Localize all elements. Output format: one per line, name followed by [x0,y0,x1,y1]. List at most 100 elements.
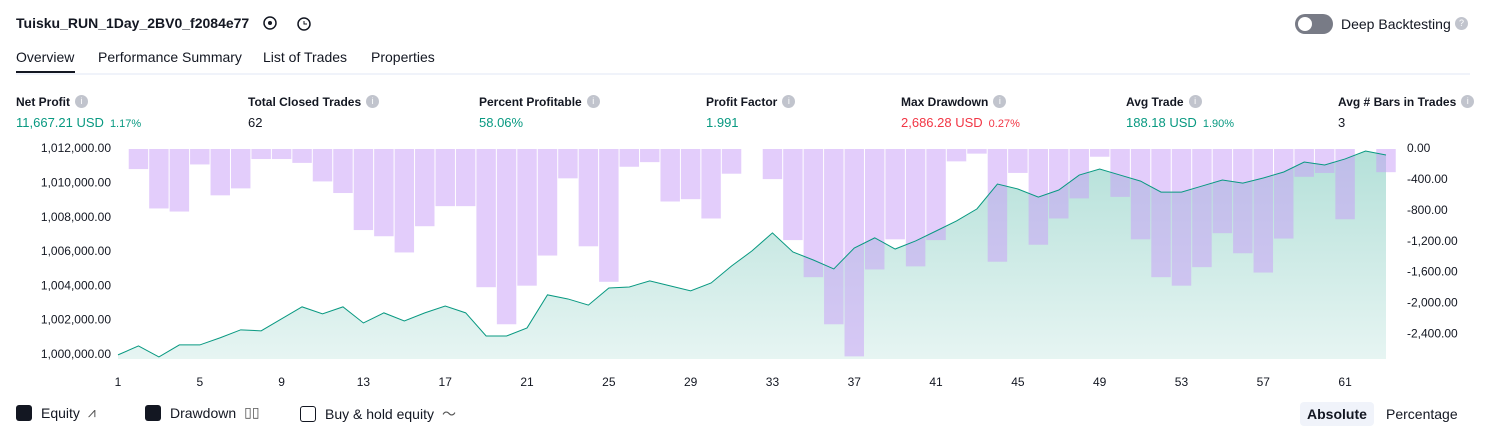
x-tick-label: 13 [357,375,371,389]
info-icon[interactable]: i [75,95,88,109]
metric: Profit Factor i 1.991 [706,93,796,132]
metric: Max Drawdown i 2,686.28 USD 0.27% [901,93,1020,132]
metric-label: Max Drawdown [901,95,989,109]
metric-label: Net Profit [16,95,70,109]
x-tick-label: 1 [115,375,122,389]
drawdown-bar [1253,149,1274,273]
drawdown-bar [660,149,680,202]
drawdown-bar [455,149,476,207]
tab[interactable]: Properties [371,49,435,65]
drawdown-bar [1110,149,1130,197]
drawdown-bar [1089,149,1110,157]
drawdown-bar [987,149,1008,262]
drawdown-bar [1069,149,1089,199]
drawdown-bar [415,149,435,227]
drawdown-bar [824,149,844,325]
y-tick-label: 1,010,000.00 [41,175,111,189]
drawdown-checkbox[interactable]: Drawdown ▯▯ [145,404,260,421]
legend-label: Drawdown [170,404,237,421]
info-icon[interactable]: i [586,95,600,109]
drawdown-bar [680,149,701,200]
drawdown-bar [905,149,926,267]
metric-value: 2,686.28 USD [901,115,983,130]
x-tick-label: 21 [520,375,534,389]
drawdown-bar [128,149,149,170]
metric: Net Profit i 11,667.21 USD 1.17% [16,93,141,132]
deep-backtesting-toggle[interactable] [1295,14,1333,34]
deep-backtesting-label: Deep Backtesting [1341,16,1451,32]
drawdown-bar [149,149,169,209]
info-icon[interactable]: i [1461,95,1475,109]
drawdown-bar [1049,149,1069,219]
x-tick-label: 37 [848,375,862,389]
tab[interactable]: Overview [16,49,75,65]
drawdown-bar [190,149,210,165]
x-tick-label: 41 [929,375,943,389]
equity-line [117,150,1387,358]
buy-hold-checkbox[interactable]: Buy & hold equity 〜 [300,404,456,424]
drawdown-bar [394,149,415,253]
drawdown-bar [435,149,455,207]
info-icon[interactable]: i [1188,95,1202,109]
x-tick-label: 61 [1338,375,1352,389]
x-tick-label: 57 [1257,375,1271,389]
metric: Avg Trade i 188.18 USD 1.90% [1126,93,1234,132]
metric-label: Avg Trade [1126,95,1184,109]
drawdown-bar [783,149,803,241]
info-icon[interactable]: i [782,95,796,109]
drawdown-bar [1314,149,1335,173]
x-tick-label: 5 [196,375,203,389]
info-icon[interactable]: i [993,95,1007,109]
drawdown-bar [701,149,721,219]
drawdown-bar [1171,149,1192,286]
drawdown-bar [864,149,885,270]
drawdown-bar [1151,149,1171,278]
legend-label: Equity [41,404,80,421]
y2-tick-label: 0.00 [1407,141,1431,155]
percentage-button[interactable]: Percentage [1386,406,1458,422]
equity-area [118,151,1386,359]
drawdown-bar [517,149,537,286]
metric-value: 62 [248,115,263,130]
help-icon[interactable]: ? [1455,17,1468,30]
metric-label: Avg # Bars in Trades [1338,95,1457,109]
metric-value: 58.06% [479,115,524,130]
metric-value: 11,667.21 USD [16,115,104,130]
y2-tick-label: -800.00 [1407,203,1448,217]
drawdown-bar [169,149,190,212]
metric-value: 1.991 [706,115,739,130]
drawdown-bar [271,149,292,160]
drawdown-bar [353,149,374,231]
drawdown-bar [803,149,824,278]
drawdown-bar [1274,149,1294,239]
drawdown-bar [1294,149,1314,177]
drawdown-bar [292,149,312,163]
drawdown-bar [230,149,251,189]
drawdown-bar [1008,149,1028,173]
metric-label: Percent Profitable [479,95,582,109]
x-tick-label: 17 [439,375,453,389]
header-icons [263,16,311,31]
tab-underline [16,71,75,74]
info-icon[interactable]: i [366,95,380,109]
y2-tick-label: -1,600.00 [1407,265,1458,279]
x-tick-label: 45 [1011,375,1025,389]
tab[interactable]: Performance Summary [98,49,242,65]
metric-sub: 1.17% [109,118,142,130]
drawdown-bar [374,149,394,237]
drawdown-bar [1335,149,1355,220]
drawdown-bar [537,149,558,256]
metric-value: 188.18 USD [1126,115,1197,130]
metric-sub: 1.90% [1202,118,1235,130]
metric-sub: 0.27% [988,118,1020,130]
tab[interactable]: List of Trades [263,49,348,65]
equity-checkbox[interactable]: Equity ⩘ [16,404,96,421]
absolute-button[interactable]: Absolute [1300,402,1374,426]
drawdown-bar [967,149,987,154]
tabs-border [16,73,1470,75]
y-tick-label: 1,002,000.00 [41,313,111,327]
y2-tick-label: -2,000.00 [1407,296,1458,310]
x-tick-label: 29 [684,375,698,389]
drawdown-bar [496,149,517,325]
